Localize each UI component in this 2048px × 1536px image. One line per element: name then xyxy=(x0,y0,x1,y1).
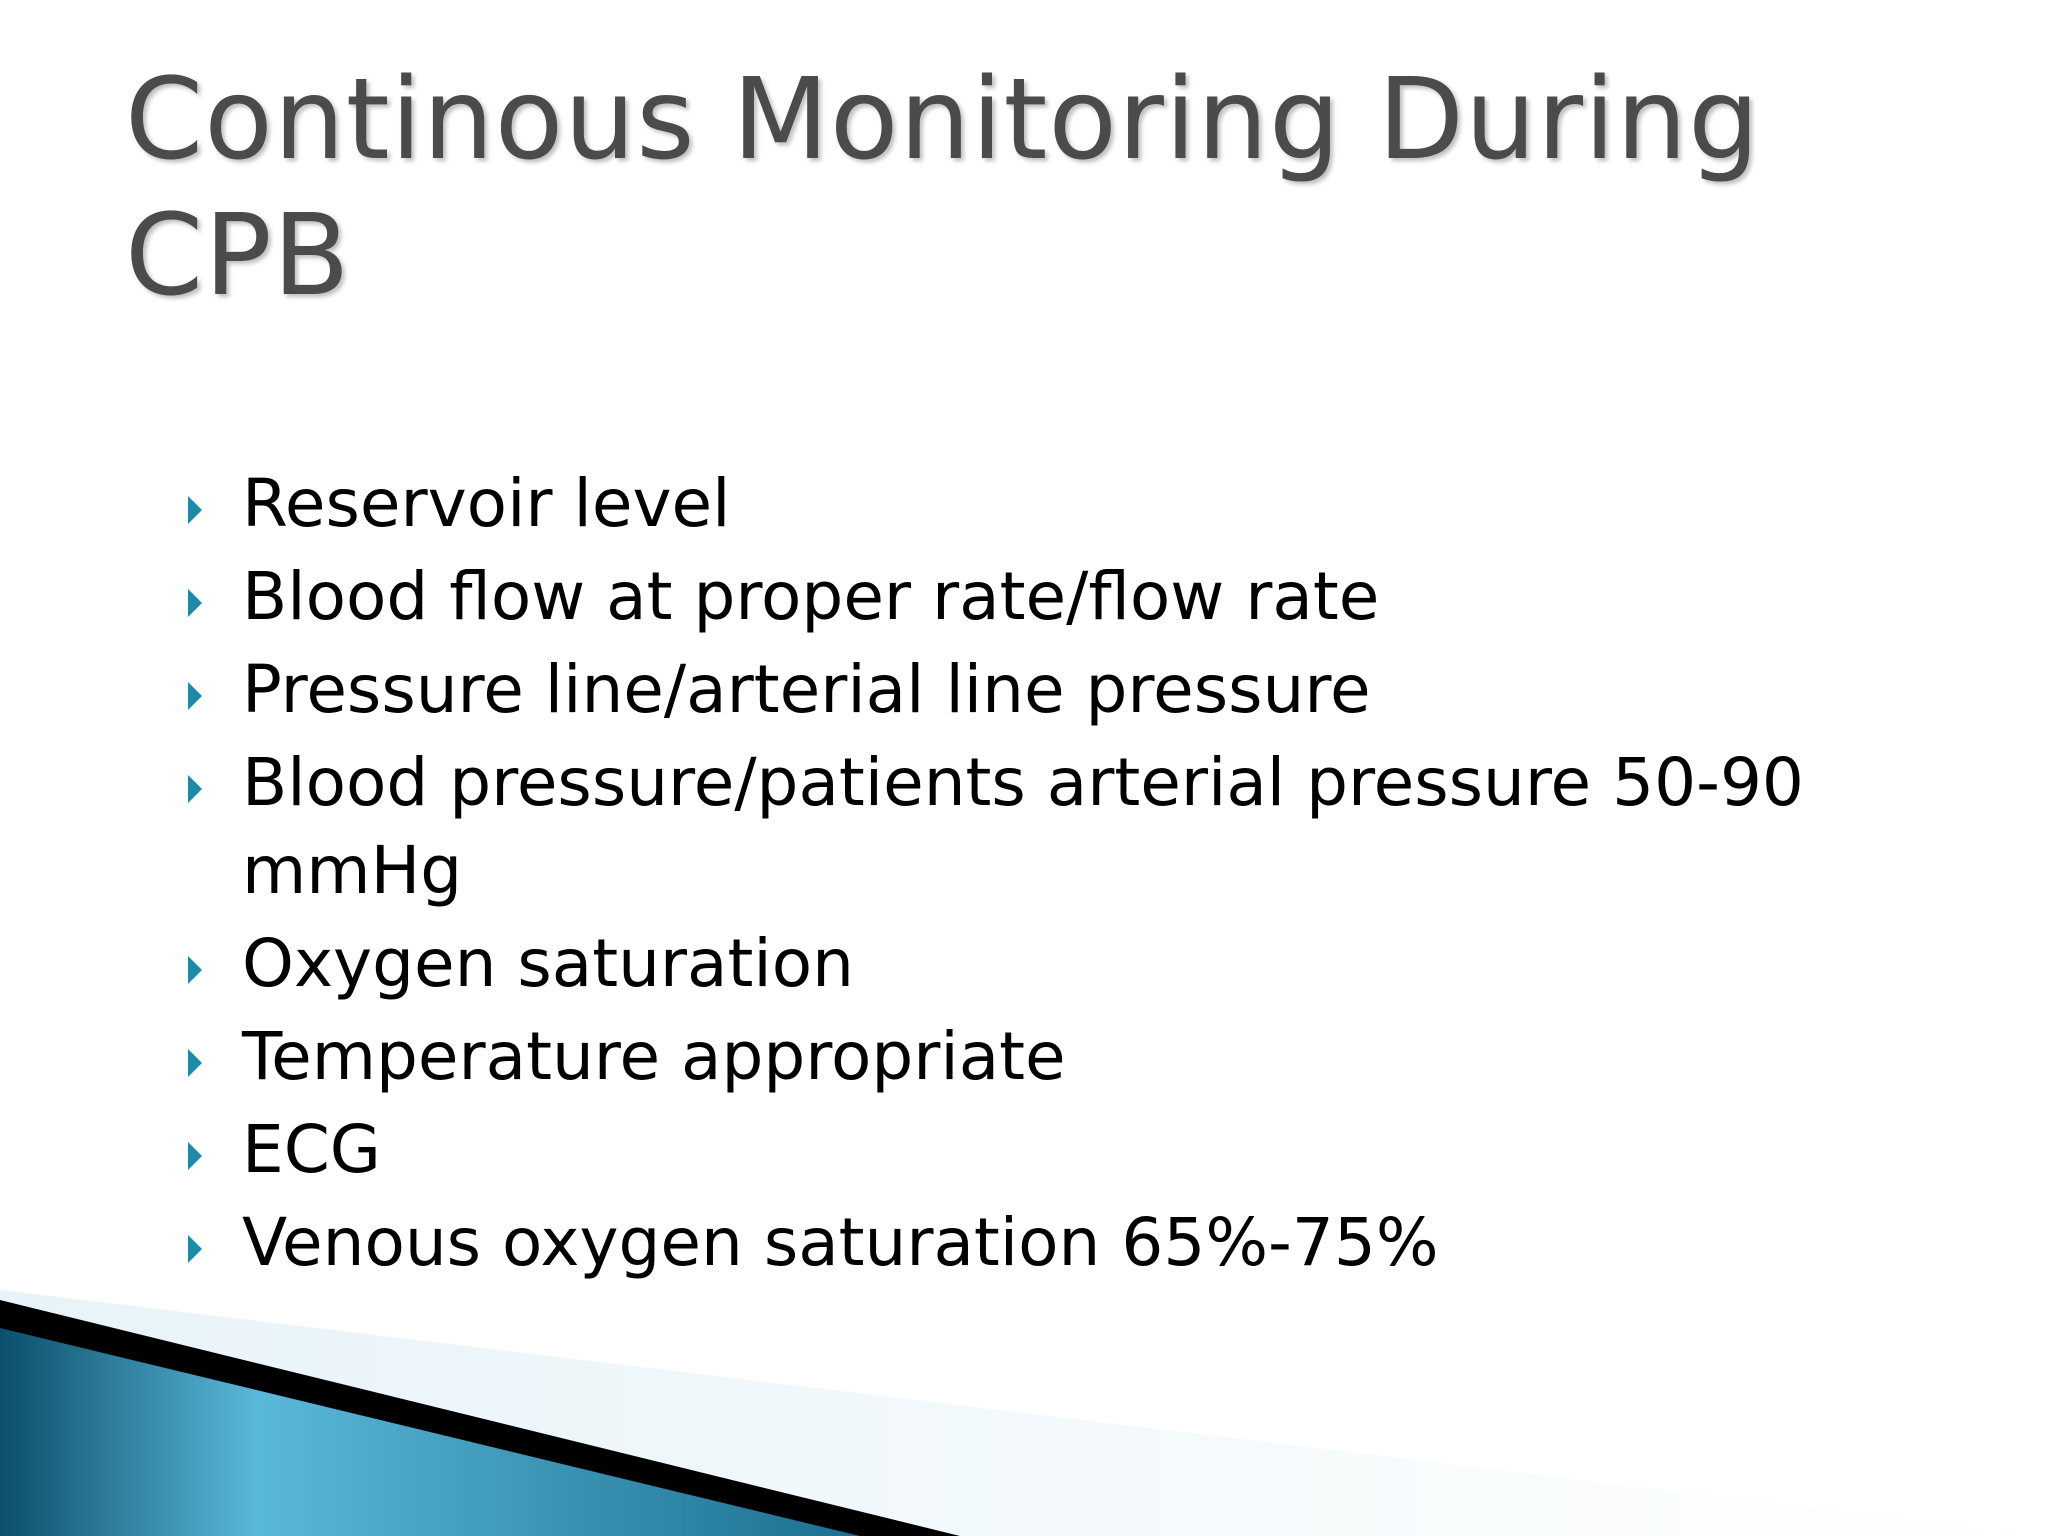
triangle-bullet-icon xyxy=(188,1235,202,1263)
bullet-text: Oxygen saturation xyxy=(242,925,854,1002)
bullet-item: Pressure line/arterial line pressure xyxy=(180,646,1980,734)
bullet-item: Temperature appropriate xyxy=(180,1013,1980,1101)
bullet-text: Pressure line/arterial line pressure xyxy=(242,651,1371,728)
swoosh-blue-band xyxy=(0,1328,860,1536)
triangle-bullet-icon xyxy=(188,956,202,984)
triangle-bullet-icon xyxy=(188,1049,202,1077)
slide-title: Continous Monitoring During CPB xyxy=(125,55,1761,321)
bullet-item: ECG xyxy=(180,1106,1980,1194)
triangle-bullet-icon xyxy=(188,775,202,803)
bullet-text: ECG xyxy=(242,1111,381,1188)
bullet-text: Venous oxygen saturation 65%-75% xyxy=(242,1204,1439,1281)
bullet-list: Reservoir level Blood flow at proper rat… xyxy=(180,460,1980,1292)
bullet-item: Venous oxygen saturation 65%-75% xyxy=(180,1199,1980,1287)
swoosh-black-band xyxy=(0,1300,960,1536)
swoosh-fade xyxy=(0,1290,2048,1536)
triangle-bullet-icon xyxy=(188,496,202,524)
triangle-bullet-icon xyxy=(188,589,202,617)
bullet-item: Oxygen saturation xyxy=(180,920,1980,1008)
triangle-bullet-icon xyxy=(188,1142,202,1170)
bullet-item: Blood flow at proper rate/flow rate xyxy=(180,553,1980,641)
bullet-text: Blood flow at proper rate/flow rate xyxy=(242,558,1380,635)
bullet-text: Reservoir level xyxy=(242,465,731,542)
bullet-item: Reservoir level xyxy=(180,460,1980,548)
triangle-bullet-icon xyxy=(188,682,202,710)
bullet-text: Blood pressure/patients arterial pressur… xyxy=(242,744,1804,909)
bullet-item: Blood pressure/patients arterial pressur… xyxy=(180,739,1980,915)
bullet-text: Temperature appropriate xyxy=(242,1018,1066,1095)
